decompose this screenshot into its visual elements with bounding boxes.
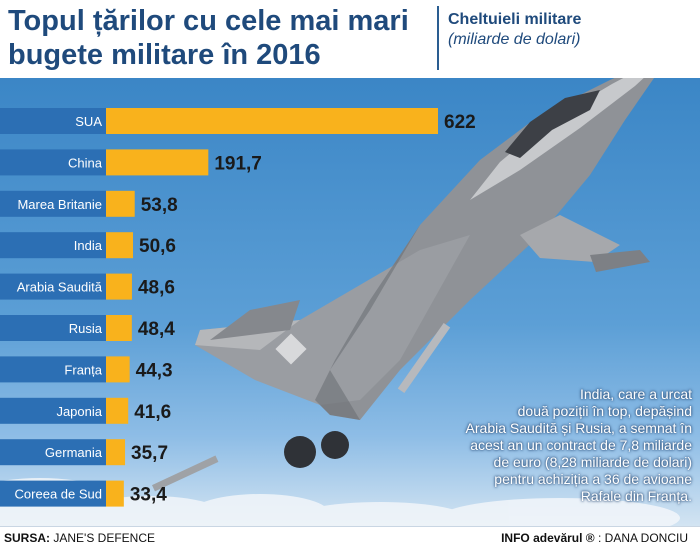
- header: Topul țărilor cu cele mai mari bugete mi…: [0, 0, 700, 78]
- value-label: 33,4: [130, 485, 167, 506]
- source-label: SURSA:: [4, 531, 51, 545]
- category-label: Japonia: [56, 404, 102, 419]
- chart-subtitle: Cheltuieli militare (miliarde de dolari): [448, 10, 581, 50]
- header-divider: [437, 6, 439, 70]
- category-label: India: [74, 238, 103, 253]
- value-label: 191,7: [214, 153, 262, 174]
- value-label: 48,4: [138, 319, 175, 340]
- subtitle-line-1: Cheltuieli militare: [448, 11, 582, 28]
- bar: [106, 356, 130, 383]
- title-line-1: Topul țărilor cu cele mai mari: [8, 5, 409, 37]
- category-label: Rusia: [69, 321, 103, 336]
- bar: [106, 273, 132, 300]
- note-line: Rafale din Franța.: [580, 488, 692, 504]
- value-label: 48,6: [138, 278, 175, 299]
- bar: [106, 232, 134, 259]
- bar: [106, 397, 129, 424]
- category-label-strip: [0, 149, 106, 176]
- title-line-2: bugete militare în 2016: [8, 39, 321, 71]
- chart-title: Topul țărilor cu cele mai mari bugete mi…: [8, 4, 428, 72]
- category-label: Marea Britanie: [17, 197, 102, 212]
- category-label: China: [68, 155, 103, 170]
- value-label: 41,6: [134, 402, 171, 423]
- category-label: Coreea de Sud: [15, 487, 102, 502]
- category-label: Franța: [64, 362, 102, 377]
- annotation-note: India, care a urcat două poziții în top,…: [376, 386, 692, 505]
- jet-body: [152, 78, 655, 492]
- footer: SURSA: JANE'S DEFENCE INFO adevărul ® : …: [0, 526, 700, 548]
- bar: [106, 108, 438, 134]
- category-label: Germania: [45, 445, 103, 460]
- value-label: 50,6: [139, 236, 176, 257]
- note-line: două poziții în top, depășind: [517, 403, 692, 419]
- category-label: SUA: [75, 114, 102, 129]
- category-label-strip: [0, 480, 106, 507]
- note-line: Arabia Saudită și Rusia, a semnat în: [465, 420, 692, 436]
- source-text: JANE'S DEFENCE: [50, 531, 155, 545]
- value-label: 622: [444, 112, 476, 133]
- note-line: pentru achiziția a 36 de avioane: [494, 471, 692, 487]
- author-name: DANA DONCIU: [604, 531, 688, 545]
- category-label: Arabia Saudită: [17, 280, 103, 295]
- category-label-strip: [0, 315, 106, 341]
- note-line: India, care a urcat: [579, 386, 692, 402]
- category-label-strip: [0, 273, 106, 300]
- bar: [106, 149, 209, 176]
- bar: [106, 439, 126, 466]
- value-label: 53,8: [141, 195, 178, 216]
- source-credit: SURSA: JANE'S DEFENCE: [4, 531, 155, 545]
- bar: [106, 190, 135, 217]
- bar: [106, 315, 132, 341]
- note-line: de euro (8,28 miliarde de dolari): [493, 454, 692, 470]
- value-label: 35,7: [131, 443, 168, 464]
- category-label-strip: [0, 356, 106, 383]
- category-label-strip: [0, 190, 106, 217]
- value-label: 44,3: [136, 360, 173, 381]
- author-credit: INFO adevărul ® : DANA DONCIU: [501, 531, 688, 545]
- category-label-strip: [0, 397, 106, 424]
- category-label-strip: [0, 232, 106, 259]
- subtitle-line-2: (miliarde de dolari): [448, 31, 581, 48]
- note-line: acest an un contract de 7,8 miliarde: [470, 437, 692, 453]
- category-label-strip: [0, 108, 106, 134]
- bar: [106, 480, 124, 507]
- info-separator: :: [594, 531, 605, 545]
- category-label-strip: [0, 439, 106, 466]
- info-label: INFO adevărul ®: [501, 531, 595, 545]
